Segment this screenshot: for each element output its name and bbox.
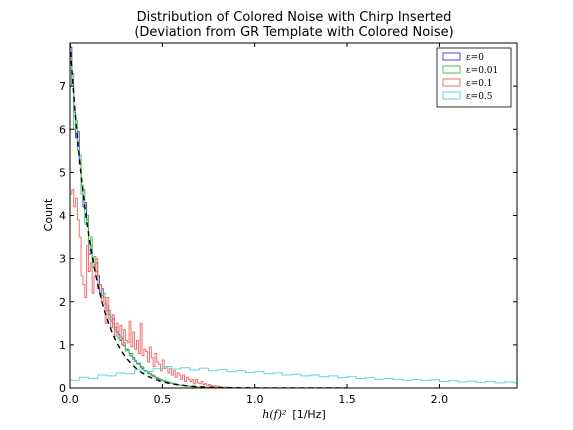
- legend-label-0: ε=0: [466, 53, 484, 63]
- legend-entries: ε=0 ε=0.01 ε=0.1 ε=0.5: [442, 52, 498, 102]
- y-tick-label-5: 5: [59, 166, 66, 179]
- chart-title-line-2: (Deviation from GR Template with Colored…: [134, 25, 453, 40]
- legend-label-1: ε=0.01: [466, 66, 498, 76]
- y-tick-label-3: 3: [59, 253, 66, 266]
- y-tick-label-4: 4: [59, 210, 66, 223]
- y-axis-label: Count: [42, 198, 55, 231]
- x-axis-label-unit: [1/Hz]: [292, 408, 325, 421]
- y-tick-label-6: 6: [59, 123, 66, 136]
- x-tick-label-1: 0.5: [154, 393, 172, 406]
- x-axis-label-math: h(f)²: [262, 408, 286, 421]
- legend-label-3: ε=0.5: [466, 92, 493, 102]
- x-tick-label-0: 0.0: [61, 393, 79, 406]
- legend-label-2: ε=0.1: [466, 79, 493, 89]
- legend-swatch-1: [442, 65, 461, 74]
- legend-swatch-2: [442, 78, 461, 87]
- ticks-layer: 0.0 0.5 1.0 1.5 2.0 0 1 2 3 4 5 6 7: [59, 43, 517, 406]
- chart-title-line-1: Distribution of Colored Noise with Chirp…: [137, 10, 452, 25]
- legend-swatch-0: [442, 52, 461, 61]
- x-tick-label-4: 2.0: [431, 393, 449, 406]
- legend-swatch-3: [442, 91, 461, 100]
- legend-frame: [436, 47, 512, 108]
- series-2-histogram: [70, 189, 237, 388]
- series-3-histogram: [70, 365, 517, 388]
- y-tick-label-7: 7: [59, 80, 66, 93]
- legend: ε=0 ε=0.01 ε=0.1 ε=0.5: [436, 47, 512, 108]
- x-axis-label: h(f)² [1/Hz]: [262, 408, 326, 421]
- x-tick-label-3: 1.5: [338, 393, 356, 406]
- y-tick-label-1: 1: [59, 339, 66, 352]
- y-tick-label-2: 2: [59, 296, 66, 309]
- y-tick-label-0: 0: [59, 382, 66, 395]
- x-tick-label-2: 1.0: [246, 393, 264, 406]
